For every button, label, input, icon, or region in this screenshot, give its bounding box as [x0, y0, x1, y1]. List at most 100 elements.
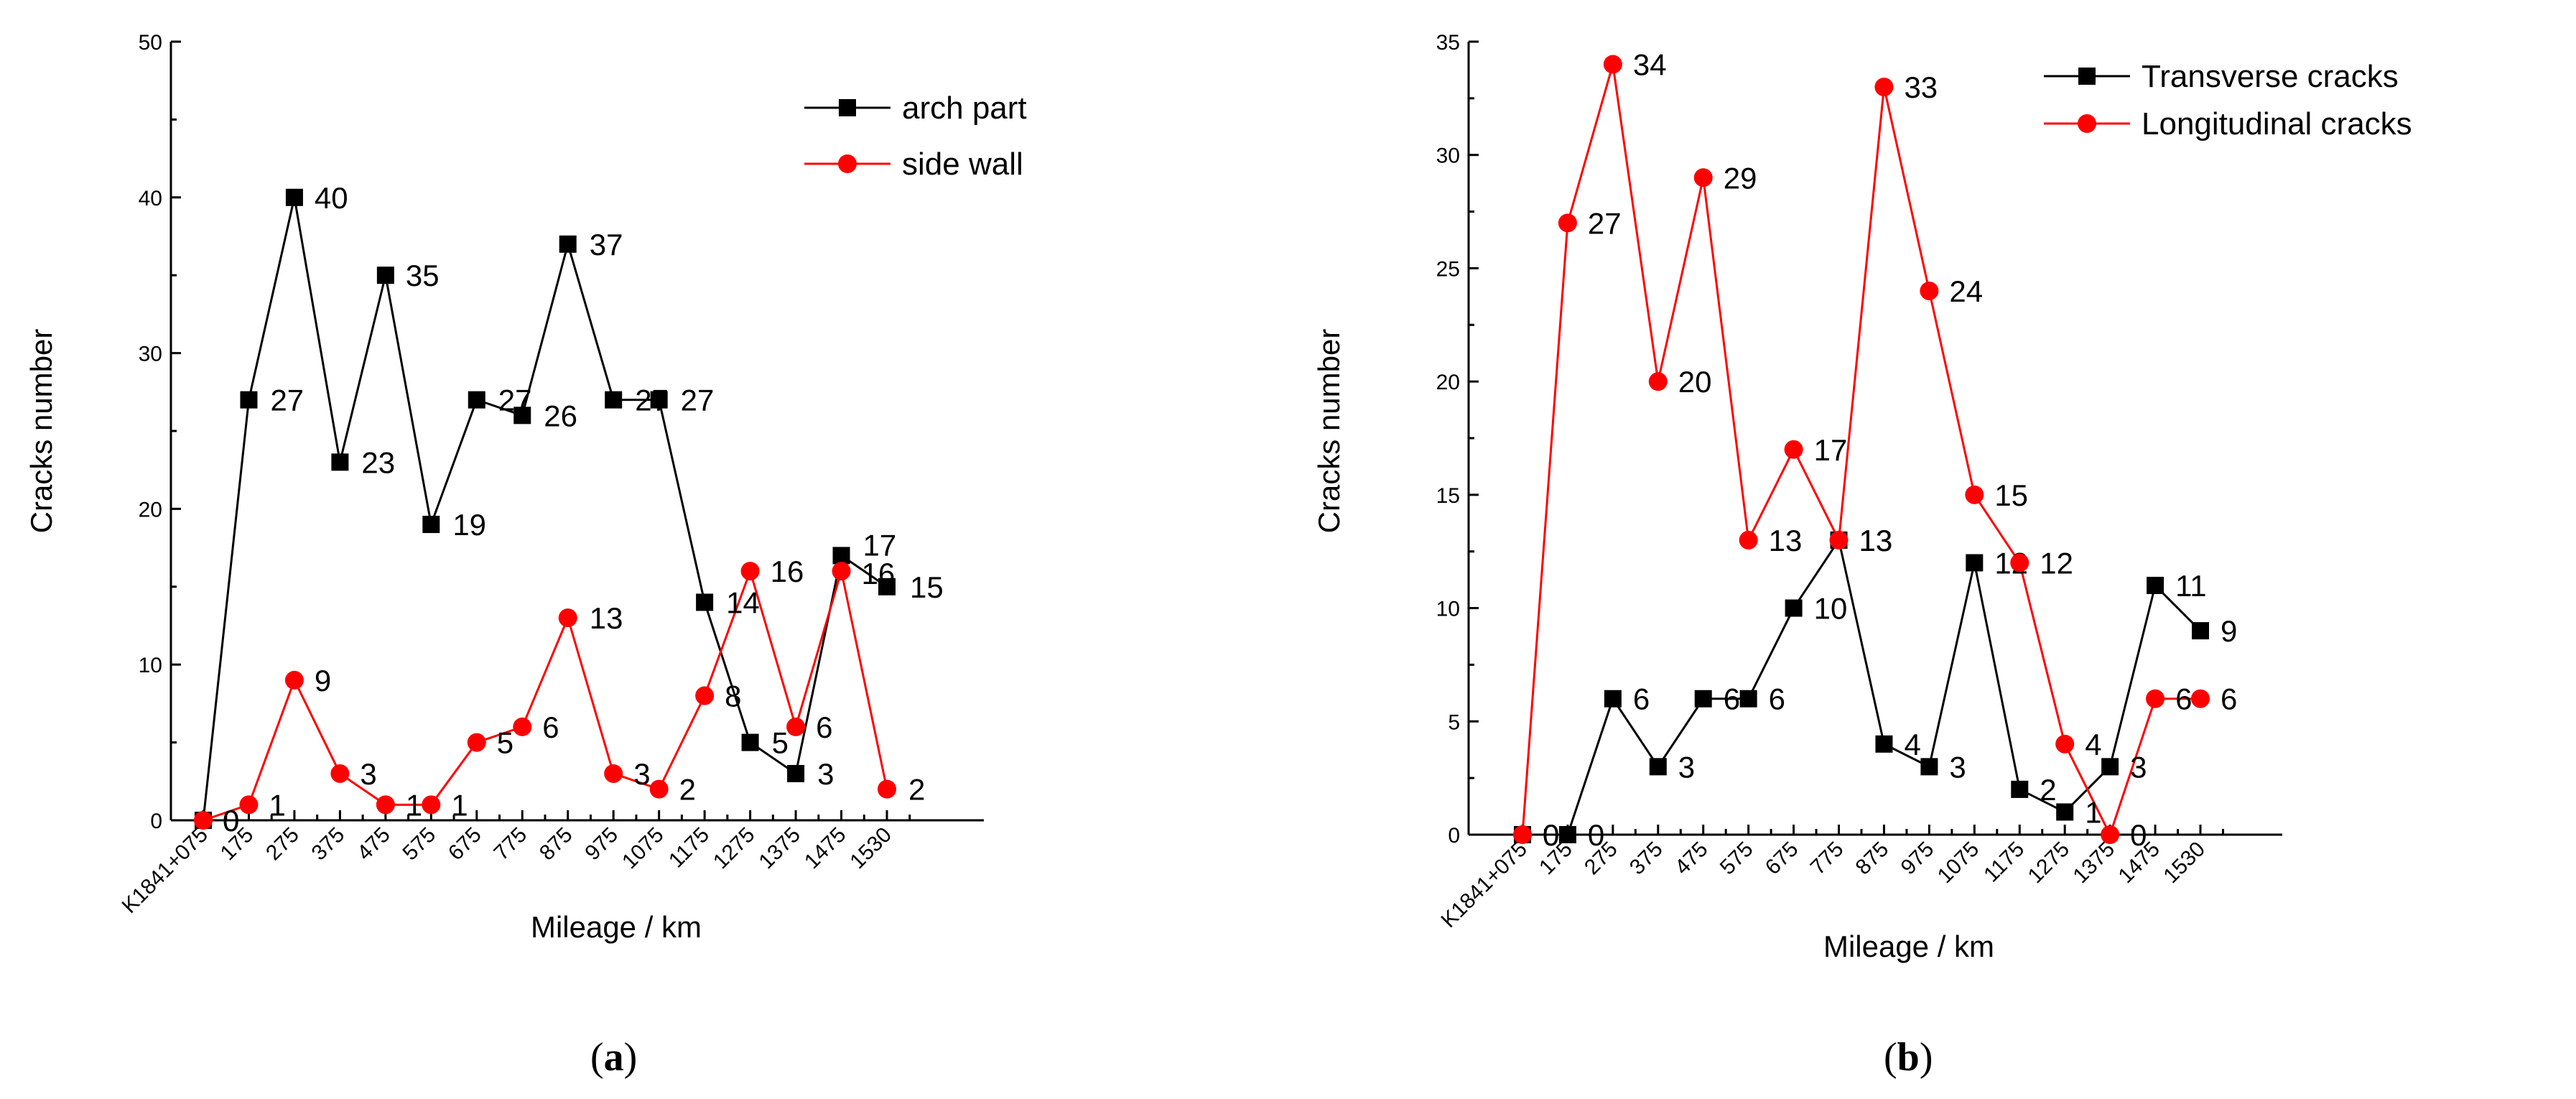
data-point-a-s1: [787, 764, 805, 782]
data-label-a-s2: 5: [497, 726, 513, 760]
data-point-b-s1: [1920, 758, 1938, 776]
x-tick-label: 675: [1761, 838, 1803, 880]
data-label-a-s1: 17: [863, 528, 897, 562]
data-label-a-s1: 19: [452, 508, 486, 542]
data-label-b-s1: 6: [1633, 682, 1650, 716]
data-label-a-s2: 2: [679, 773, 696, 807]
x-tick-label: 475: [353, 823, 395, 866]
data-point-a-s2: [239, 795, 259, 815]
data-point-b-s2: [1603, 55, 1622, 74]
data-point-a-s2: [330, 764, 350, 783]
data-point-b-s2: [2146, 689, 2165, 708]
y-tick-label: 0: [1448, 824, 1460, 848]
y-tick-label: 50: [139, 31, 162, 55]
legend-label: side wall: [902, 147, 1023, 182]
y-tick-label: 10: [1436, 598, 1460, 621]
data-point-a-s1: [696, 593, 714, 611]
x-tick-label: 475: [1670, 838, 1713, 880]
data-point-a-s2: [284, 670, 304, 690]
x-tick-label: 875: [1851, 838, 1894, 880]
x-tick-label: K1841+075: [117, 823, 212, 918]
data-point-a-s2: [467, 733, 486, 752]
data-label-b-s2: 33: [1904, 70, 1938, 104]
data-point-b-s2: [1920, 281, 1939, 300]
data-point-b-s1: [1966, 554, 1984, 572]
data-point-b-s1: [2192, 622, 2209, 640]
data-point-a-s2: [194, 811, 213, 830]
data-point-b-s2: [1739, 530, 1758, 550]
data-label-b-s2: 24: [1949, 274, 1983, 308]
data-label-a-s2: 1: [269, 788, 285, 822]
data-point-b-s2: [2191, 689, 2210, 708]
data-point-b-s1: [1649, 758, 1667, 776]
series-line-b-1: [1522, 537, 2202, 836]
panel-label: (b): [1884, 1035, 1933, 1080]
y-tick-label: 20: [139, 498, 162, 521]
x-tick-label: 1075: [1933, 838, 1984, 889]
data-label-a-s1: 23: [361, 445, 395, 479]
series-line-a-2: [203, 567, 888, 822]
data-point-b-s2: [1874, 78, 1894, 97]
x-axis-title: Mileage / km: [1823, 929, 1994, 963]
y-tick-label: 35: [1436, 31, 1460, 55]
data-label-b-s2: 27: [1588, 206, 1622, 240]
y-tick-label: 40: [139, 187, 162, 210]
data-label-b-s1: 1: [2085, 795, 2101, 829]
legend-marker: [839, 99, 856, 116]
data-point-b-s2: [1829, 530, 1849, 550]
x-tick-label: 1375: [2069, 838, 2120, 889]
data-label-a-s2: 8: [725, 680, 741, 713]
data-label-a-s1: 27: [270, 384, 304, 417]
x-tick-label: 875: [535, 823, 577, 866]
data-point-a-s2: [695, 686, 715, 705]
data-label-a-s2: 3: [633, 757, 650, 791]
x-tick-label: 675: [444, 823, 486, 866]
panel-label: (a): [590, 1035, 637, 1080]
data-label-b-s2: 12: [2040, 546, 2073, 580]
data-point-a-s1: [285, 188, 303, 206]
x-tick-label: K1841+075: [1436, 838, 1531, 932]
data-point-a-s1: [331, 453, 349, 471]
data-label-b-s1: 11: [2175, 569, 2207, 603]
data-point-b-s2: [1513, 825, 1532, 844]
data-point-b-s2: [2101, 825, 2120, 844]
data-label-b-s1: 0: [1588, 818, 1604, 852]
data-label-a-s2: 0: [223, 804, 239, 838]
data-label-b-s2: 17: [1814, 433, 1848, 467]
data-label-b-s1: 3: [1678, 750, 1695, 784]
data-point-a-s1: [878, 578, 896, 595]
data-label-a-s1: 27: [681, 384, 715, 417]
x-tick-label: 1375: [754, 823, 805, 874]
data-label-b-s1: 6: [1724, 682, 1740, 716]
data-label-b-s1: 4: [1904, 728, 1920, 761]
legend-label: arch part: [902, 91, 1027, 126]
data-label-b-s1: 0: [1543, 818, 1559, 852]
data-label-b-s1: 3: [1949, 750, 1966, 784]
legend-label: Longitudinal cracks: [2142, 106, 2412, 142]
data-label-b-s2: 6: [2175, 682, 2192, 716]
data-point-a-s2: [878, 779, 896, 799]
data-label-a-s2: 16: [862, 557, 896, 590]
series-line-b-2: [1521, 64, 2200, 838]
data-point-b-s2: [1965, 485, 1984, 504]
data-point-b-s1: [2147, 577, 2165, 595]
x-tick-label: 275: [261, 823, 304, 866]
data-label-a-s2: 16: [771, 555, 804, 588]
x-tick-label: 1275: [709, 823, 760, 874]
y-axis-title: Cracks number: [24, 329, 58, 534]
data-label-a-s2: 1: [451, 788, 468, 822]
x-tick-label: 575: [1716, 838, 1758, 880]
data-label-b-s1: 2: [2040, 773, 2056, 807]
data-label-b-s2: 6: [2221, 682, 2237, 716]
y-tick-label: 25: [1436, 257, 1460, 281]
data-label-b-s2: 15: [1994, 478, 2028, 512]
x-tick-label: 775: [489, 823, 531, 866]
data-point-a-s1: [422, 516, 440, 534]
y-axis-title: Cracks number: [1312, 329, 1346, 534]
data-point-b-s2: [1648, 372, 1668, 391]
data-point-b-s1: [1694, 690, 1712, 708]
data-label-b-s1: 13: [1859, 524, 1893, 557]
data-point-a-s1: [650, 391, 668, 409]
